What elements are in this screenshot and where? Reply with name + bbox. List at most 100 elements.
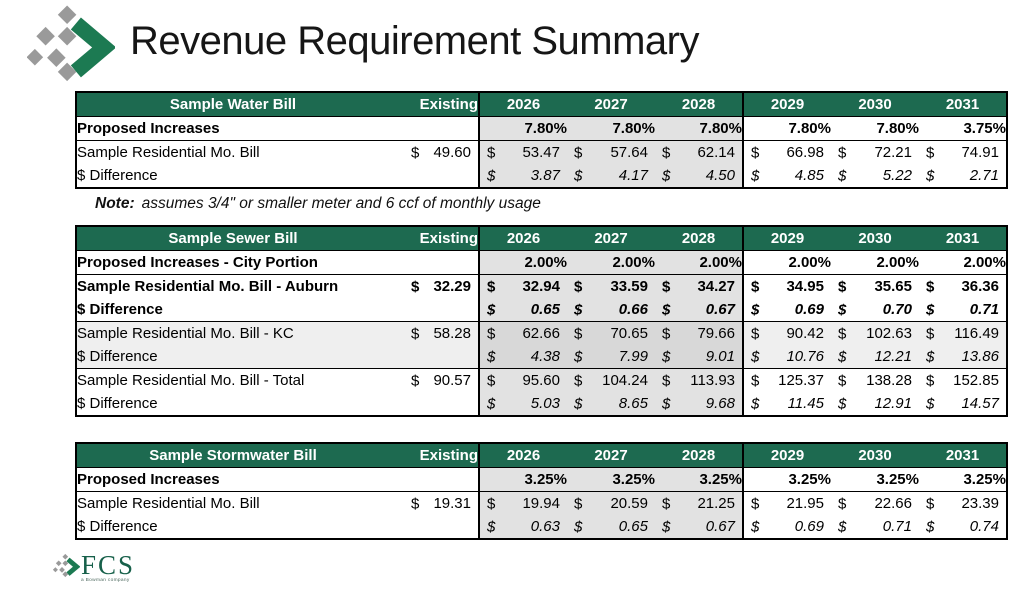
increase-percent: 7.80% bbox=[876, 120, 919, 137]
money-cell: $4.38 bbox=[478, 345, 567, 369]
amount: 12.91 bbox=[874, 395, 912, 412]
water-table-note: Note: assumes 3/4" or smaller meter and 6… bbox=[95, 195, 541, 213]
amount: 32.29 bbox=[433, 278, 471, 295]
amount: 34.95 bbox=[786, 278, 824, 295]
amount: 21.95 bbox=[786, 495, 824, 512]
diamond-arrow-icon bbox=[26, 5, 117, 82]
amount: 7.99 bbox=[618, 348, 648, 365]
proposed-increases-row: Proposed Increases - City Portion 2.00% 2.… bbox=[76, 250, 1007, 275]
dollar-sign: $ bbox=[838, 348, 847, 365]
money-cell: $12.21 bbox=[831, 345, 919, 369]
amount: 62.66 bbox=[522, 325, 560, 342]
row-label: $ Difference bbox=[76, 345, 389, 369]
amount: 0.65 bbox=[530, 301, 560, 318]
dollar-sign: $ bbox=[751, 518, 760, 535]
dollar-sign: $ bbox=[662, 495, 671, 512]
money-cell: $3.87 bbox=[478, 164, 567, 188]
fcs-logo-text: FCS bbox=[81, 550, 136, 580]
amount: 34.27 bbox=[697, 278, 735, 295]
dollar-sign: $ bbox=[751, 167, 760, 184]
dollar-sign: $ bbox=[487, 495, 496, 512]
dollar-sign: $ bbox=[574, 372, 583, 389]
year-column-header: 2028 bbox=[655, 443, 743, 468]
bill-row: Sample Residential Mo. Bill - Auburn $32.… bbox=[76, 274, 1007, 298]
amount: 152.85 bbox=[953, 372, 999, 389]
money-cell: $152.85 bbox=[919, 368, 1007, 392]
dollar-sign: $ bbox=[574, 278, 583, 295]
dollar-sign: $ bbox=[662, 167, 671, 184]
dollar-sign: $ bbox=[751, 348, 760, 365]
amount: 79.66 bbox=[697, 325, 735, 342]
dollar-sign: $ bbox=[574, 167, 583, 184]
dollar-sign: $ bbox=[926, 395, 935, 412]
money-cell: $0.69 bbox=[742, 298, 831, 322]
amount: 35.65 bbox=[874, 278, 912, 295]
money-cell: $62.66 bbox=[478, 321, 567, 345]
row-label: Sample Residential Mo. Bill - KC bbox=[76, 321, 389, 345]
dollar-sign: $ bbox=[487, 167, 496, 184]
year-column-header: 2028 bbox=[655, 92, 743, 117]
year-column-header: 2031 bbox=[919, 92, 1007, 117]
amount: 2.71 bbox=[969, 167, 999, 184]
money-cell: $66.98 bbox=[742, 140, 831, 164]
difference-row: $ Difference $0.63 $0.65 $0.67 $0.69 $0.71 $0.… bbox=[76, 515, 1007, 539]
row-label: $ Difference bbox=[77, 167, 158, 184]
dollar-sign: $ bbox=[926, 144, 935, 161]
dollar-sign: $ bbox=[751, 144, 760, 161]
money-cell: $5.03 bbox=[478, 392, 567, 416]
dollar-sign: $ bbox=[751, 395, 760, 412]
dollar-sign: $ bbox=[487, 325, 496, 342]
dollar-sign: $ bbox=[411, 144, 420, 161]
money-cell: $0.74 bbox=[919, 515, 1007, 539]
amount: 19.94 bbox=[522, 495, 560, 512]
dollar-sign: $ bbox=[487, 144, 496, 161]
year-column-header: 2027 bbox=[567, 226, 655, 251]
amount: 9.68 bbox=[705, 395, 735, 412]
year-column-header: 2031 bbox=[919, 226, 1007, 251]
money-cell bbox=[389, 392, 479, 416]
amount: 72.21 bbox=[874, 144, 912, 161]
amount: 8.65 bbox=[618, 395, 648, 412]
amount: 14.57 bbox=[961, 395, 999, 412]
increase-percent: 2.00% bbox=[742, 250, 831, 275]
dollar-sign: $ bbox=[411, 278, 420, 295]
dollar-sign: $ bbox=[926, 348, 935, 365]
amount: 0.66 bbox=[618, 301, 648, 318]
bill-row: Sample Residential Mo. Bill $19.31 $19.94 $… bbox=[76, 491, 1007, 515]
amount: 74.91 bbox=[961, 144, 999, 161]
money-cell: $23.39 bbox=[919, 491, 1007, 515]
proposed-increases-row: Proposed Increases 7.80% 7.80% 7.80% 7.80% 7.… bbox=[76, 116, 1007, 141]
amount: 0.69 bbox=[794, 518, 824, 535]
increase-percent: 2.00% bbox=[478, 250, 567, 275]
dollar-sign: $ bbox=[574, 395, 583, 412]
row-label: $ Difference bbox=[77, 301, 163, 318]
year-column-header: 2026 bbox=[478, 226, 567, 251]
dollar-sign: $ bbox=[411, 325, 420, 342]
money-cell bbox=[389, 164, 479, 188]
increase-percent: 3.25% bbox=[478, 467, 567, 492]
money-cell: $8.65 bbox=[567, 392, 655, 416]
money-cell: $49.60 bbox=[389, 140, 479, 164]
money-cell: $9.68 bbox=[655, 392, 743, 416]
money-cell: $36.36 bbox=[919, 274, 1007, 298]
table-header-row: Sample Stormwater Bill Existing 2026 2027 20… bbox=[76, 443, 1007, 468]
amount: 57.64 bbox=[610, 144, 648, 161]
money-cell: $19.31 bbox=[389, 491, 479, 515]
proposed-increases-row: Proposed Increases 3.25% 3.25% 3.25% 3.25% 3.… bbox=[76, 467, 1007, 492]
increase-percent: 3.25% bbox=[655, 467, 743, 492]
amount: 13.86 bbox=[961, 348, 999, 365]
money-cell: $32.29 bbox=[389, 274, 479, 298]
dollar-sign: $ bbox=[574, 495, 583, 512]
difference-row: $ Difference $0.65 $0.66 $0.67 $0.69 $0.70 $0.… bbox=[76, 298, 1007, 322]
money-cell: $21.25 bbox=[655, 491, 743, 515]
amount: 22.66 bbox=[874, 495, 912, 512]
increase-percent: 2.00% bbox=[876, 254, 919, 271]
money-cell: $53.47 bbox=[478, 140, 567, 164]
money-cell: $0.65 bbox=[478, 298, 567, 322]
amount: 0.69 bbox=[794, 301, 824, 318]
increase-percent: 2.00% bbox=[655, 250, 743, 275]
note-text: assumes 3/4" or smaller meter and 6 ccf … bbox=[141, 195, 541, 212]
money-cell: $0.63 bbox=[478, 515, 567, 539]
amount: 90.57 bbox=[433, 372, 471, 389]
